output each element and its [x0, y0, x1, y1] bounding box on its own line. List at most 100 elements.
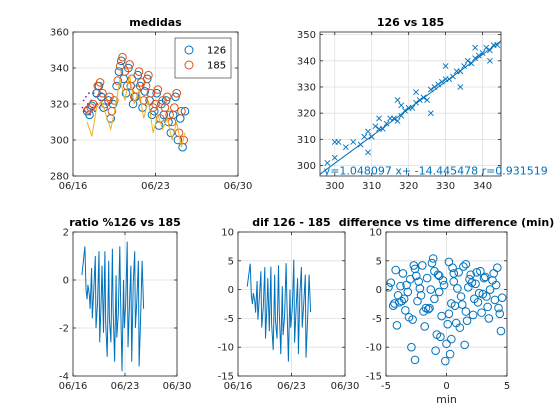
data-point [146, 88, 156, 98]
legend-marker [184, 45, 194, 55]
data-point [331, 154, 338, 161]
data-point [83, 110, 86, 113]
data-point [342, 144, 349, 151]
data-point [459, 262, 468, 271]
data-point [431, 84, 438, 90]
x-tick-label: 300 [325, 181, 344, 192]
data-point [162, 92, 172, 102]
data-point [404, 312, 414, 322]
legend-box [174, 37, 232, 79]
data-point [446, 76, 453, 83]
data-point [418, 261, 427, 270]
data-point [421, 303, 431, 313]
data-point [144, 70, 153, 80]
x-tick-label: 06/30 [224, 181, 253, 192]
data-point [91, 106, 94, 109]
x-tick-label: 0 [443, 381, 449, 392]
data-point [438, 276, 448, 285]
data-point [415, 284, 425, 293]
data-point [139, 96, 149, 105]
x-tick-label: 06/23 [277, 381, 306, 392]
data-point [476, 266, 485, 276]
data-point [495, 309, 505, 319]
data-point [479, 50, 486, 56]
data-point [465, 274, 474, 284]
data-point [172, 88, 182, 98]
data-point [430, 266, 439, 276]
data-point [431, 346, 440, 355]
data-point [411, 271, 421, 281]
data-point [475, 52, 482, 59]
data-point [98, 88, 107, 98]
y-tick-label: -10 [366, 343, 382, 354]
x-tick-label: 06/30 [331, 381, 360, 392]
series-s2 [86, 75, 186, 148]
data-point [109, 96, 119, 105]
data-point [460, 340, 469, 350]
data-point [450, 301, 460, 311]
data-point [489, 269, 498, 278]
data-point [399, 294, 409, 304]
data-point [386, 278, 396, 287]
data-point [454, 268, 463, 277]
legend-label: 185 [207, 61, 226, 72]
data-point [420, 94, 427, 101]
data-point [430, 294, 439, 304]
data-point [365, 128, 371, 135]
data-point [120, 67, 130, 76]
data-point [439, 280, 449, 290]
x-tick-label: 320 [399, 181, 418, 192]
data-point [398, 112, 405, 119]
y-tick-label: -4 [59, 372, 69, 383]
series-s3 [81, 88, 103, 116]
data-point [107, 106, 117, 116]
y-tick-label: 340 [297, 56, 316, 67]
y-tick-label: -2 [59, 324, 69, 335]
plot-root: 06/16 06/23 06/30 280 300 320 340 360 medidas 126… [50, 16, 554, 406]
y-tick-label: -15 [218, 372, 234, 383]
x-tick-label: 340 [473, 181, 492, 192]
series-s0 [246, 259, 312, 362]
data-point [141, 81, 151, 91]
x-tick-label: -5 [381, 381, 391, 392]
y-tick-label: 0 [376, 285, 382, 296]
data-point [365, 149, 371, 156]
x-tick-label: 06/16 [59, 381, 88, 392]
data-point [494, 303, 503, 313]
data-point [457, 68, 464, 75]
data-point [397, 296, 407, 306]
fit-annotation: y=1.048097 x+ -14.445478 r=0.931519 [324, 165, 548, 178]
y-tick-label: 10 [369, 228, 382, 239]
data-point [153, 85, 163, 94]
data-point [410, 355, 420, 365]
series-s0 [81, 241, 145, 372]
y-tick-label: 10 [221, 228, 234, 239]
data-point [468, 310, 478, 320]
data-point [483, 44, 490, 51]
data-point [95, 78, 105, 87]
plot-area [246, 259, 312, 362]
chart-title: 126 vs 185 [377, 16, 444, 29]
x-tick-label: 06/23 [111, 381, 140, 392]
data-point [409, 261, 419, 270]
data-point [84, 105, 93, 114]
data-point [115, 61, 125, 71]
data-point [486, 47, 493, 54]
data-point [413, 99, 419, 106]
x-tick-label: 06/23 [141, 181, 170, 192]
data-point [434, 287, 444, 297]
data-point [100, 92, 103, 95]
y-tick-label: 5 [376, 256, 382, 267]
data-point [170, 103, 179, 112]
data-point [127, 74, 137, 84]
data-point [86, 103, 89, 105]
data-point [357, 141, 364, 148]
series-s0 [386, 254, 507, 366]
chart-scatter-126-185: 300 310 320 330 340 300 310 320 330 340 350 126 vs … [297, 16, 548, 192]
x-tick-label: 5 [504, 381, 510, 392]
chart-medidas: 06/16 06/23 06/30 280 300 320 340 360 medidas 126… [50, 16, 253, 192]
data-point [361, 133, 368, 140]
y-tick-label: -10 [218, 343, 234, 354]
data-point [416, 291, 426, 300]
data-point [472, 44, 479, 51]
